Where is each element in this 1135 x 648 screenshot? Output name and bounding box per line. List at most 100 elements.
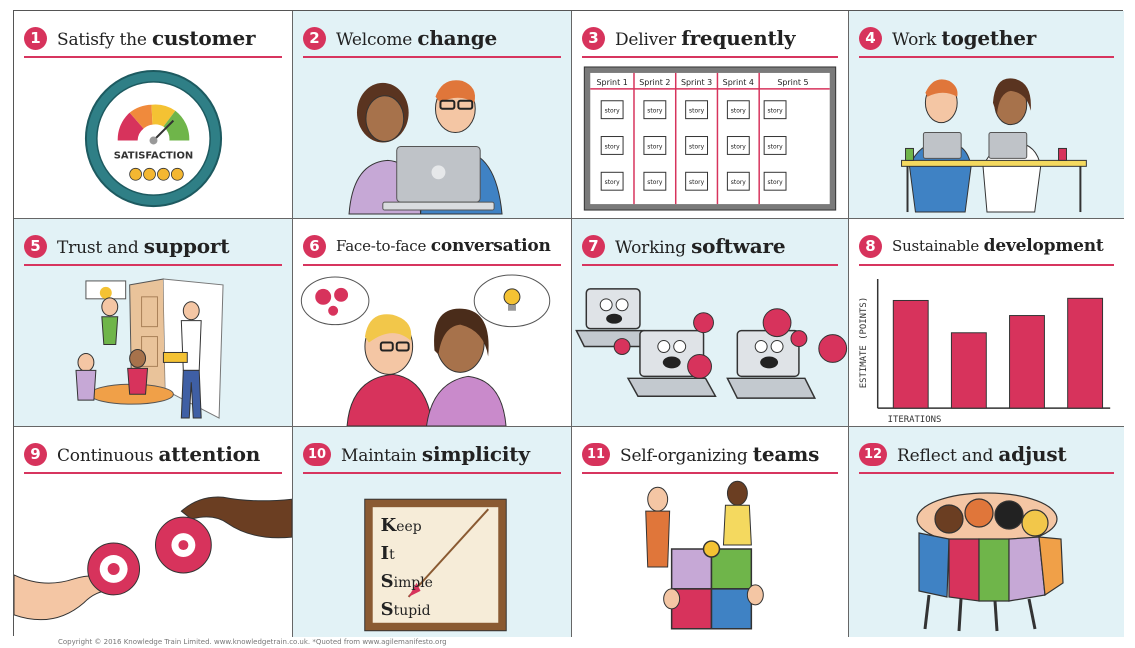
panel-working-software: 7 Working software <box>572 219 849 427</box>
story-card-label: story <box>731 179 747 186</box>
satisfaction-gauge-illustration: SATISFACTION <box>14 63 292 218</box>
kiss-s2-letter: S <box>381 599 394 620</box>
panel-heading: 6 Face-to-face conversation <box>303 228 561 266</box>
heading-text: Continuous <box>57 446 154 466</box>
heading-keyword: attention <box>158 442 261 466</box>
heading-text: Trust and <box>57 238 139 258</box>
heading-text: Maintain <box>341 446 417 466</box>
panel-work-together: 4 Work together <box>849 11 1124 219</box>
story-card <box>763 100 787 120</box>
story-card-label: story <box>647 108 663 115</box>
sprint-1-label: Sprint 1 <box>596 78 627 87</box>
heading-keyword: teams <box>752 442 820 466</box>
heading-text: Welcome <box>336 30 413 50</box>
story-card <box>726 100 750 120</box>
story-card <box>643 100 667 120</box>
svg-text:Keep: Keep <box>381 515 422 536</box>
team-room-illustration <box>14 271 292 426</box>
story-card-label: story <box>731 108 747 115</box>
panel-heading: 1 Satisfy the customer <box>24 20 282 58</box>
story-card-label: story <box>689 108 705 115</box>
number-badge: 11 <box>582 442 610 466</box>
story-card-label: story <box>647 143 663 150</box>
panel-heading: 5 Trust and support <box>24 228 282 266</box>
kiss-s-letter: S <box>381 571 394 592</box>
number-badge: 2 <box>303 26 326 50</box>
panel-self-organizing-teams: 11 Self-organizing teams <box>572 427 849 637</box>
chart-bar-1 <box>892 299 929 409</box>
panel-heading: 11 Self-organizing teams <box>582 436 838 474</box>
panel-heading: 2 Welcome change <box>303 20 561 58</box>
svg-text:Simple: Simple <box>381 571 433 592</box>
svg-text:Stupid: Stupid <box>381 599 431 620</box>
number-badge: 9 <box>24 442 47 466</box>
panel-heading: 7 Working software <box>582 228 838 266</box>
story-card <box>600 136 624 155</box>
kiss-sign-illustration: Keep It Simple Stupid <box>293 479 571 637</box>
kiss-k-letter: K <box>381 515 398 536</box>
panel-satisfy-customer: 1 Satisfy the customer SATISFACTION <box>14 11 293 219</box>
panel-sustainable-development: 8 Sustainable development ESTIMATE (POIN… <box>849 219 1124 427</box>
heading-text: Face-to-face <box>336 237 427 255</box>
number-badge: 6 <box>303 234 326 258</box>
sprint-3-label: Sprint 3 <box>681 78 712 87</box>
sprint-2-label: Sprint 2 <box>639 78 670 87</box>
bar-chart-illustration: ESTIMATE (POINTS) ITERATIONS <box>849 271 1124 426</box>
panel-heading: 8 Sustainable development <box>859 228 1114 266</box>
story-card-label: story <box>768 143 784 150</box>
panel-deliver-frequently: 3 Deliver frequently Sprint 1 Sprint 2 S… <box>572 11 849 219</box>
panel-reflect-adjust: 12 Reflect and adjust <box>849 427 1124 637</box>
panel-heading: 12 Reflect and adjust <box>859 436 1114 474</box>
kiss-i-letter: I <box>381 543 389 564</box>
panel-trust-support: 5 Trust and support <box>14 219 293 427</box>
story-card <box>685 136 709 155</box>
number-badge: 4 <box>859 26 882 50</box>
story-card-label: story <box>605 143 621 150</box>
kiss-s-rest: imple <box>394 575 433 591</box>
story-card <box>726 171 750 191</box>
story-card <box>763 171 787 191</box>
heading-text: Self-organizing <box>620 446 748 466</box>
two-people-laptop-illustration <box>293 63 571 218</box>
laptops-lifting-weights-illustration <box>572 271 848 426</box>
heading-keyword: support <box>143 234 230 258</box>
story-card <box>600 100 624 120</box>
story-cards: story story story story story story story story… <box>600 100 787 191</box>
number-badge: 1 <box>24 26 47 50</box>
heading-keyword: frequently <box>681 26 796 50</box>
svg-text:It: It <box>381 543 395 564</box>
panel-continuous-attention: 9 Continuous attention <box>14 427 293 637</box>
hands-gears-illustration <box>14 479 292 637</box>
story-card <box>763 136 787 155</box>
gauge-label: SATISFACTION <box>114 150 193 161</box>
story-card <box>726 136 750 155</box>
two-people-thinking-illustration <box>293 271 571 426</box>
kiss-i-rest: t <box>389 547 395 563</box>
chart-bar-4 <box>1067 297 1104 409</box>
story-card-label: story <box>768 108 784 115</box>
story-card <box>643 171 667 191</box>
heading-text: Reflect and <box>897 446 994 466</box>
heading-keyword: simplicity <box>421 442 530 466</box>
kiss-k-rest: eep <box>396 519 421 535</box>
heading-text: Satisfy the <box>57 30 147 50</box>
story-card <box>685 100 709 120</box>
heading-text: Deliver <box>615 30 676 50</box>
sprint-board-illustration: Sprint 1 Sprint 2 Sprint 3 Sprint 4 Spri… <box>572 63 848 218</box>
number-badge: 7 <box>582 234 605 258</box>
number-badge: 3 <box>582 26 605 50</box>
sprint-4-label: Sprint 4 <box>723 78 754 87</box>
chart-bar-2 <box>950 332 987 409</box>
heading-text: Sustainable <box>892 237 980 255</box>
kiss-s2-rest: tupid <box>394 603 431 619</box>
story-card-label: story <box>647 179 663 186</box>
heading-keyword: customer <box>151 26 256 50</box>
copyright-footer: Copyright © 2016 Knowledge Train Limited… <box>58 638 447 646</box>
number-badge: 5 <box>24 234 47 258</box>
puzzle-team-illustration <box>572 479 848 637</box>
heading-keyword: conversation <box>430 236 551 256</box>
heading-keyword: change <box>417 26 498 50</box>
y-axis-label: ESTIMATE (POINTS) <box>859 297 869 388</box>
story-card-label: story <box>731 143 747 150</box>
story-card <box>600 171 624 191</box>
